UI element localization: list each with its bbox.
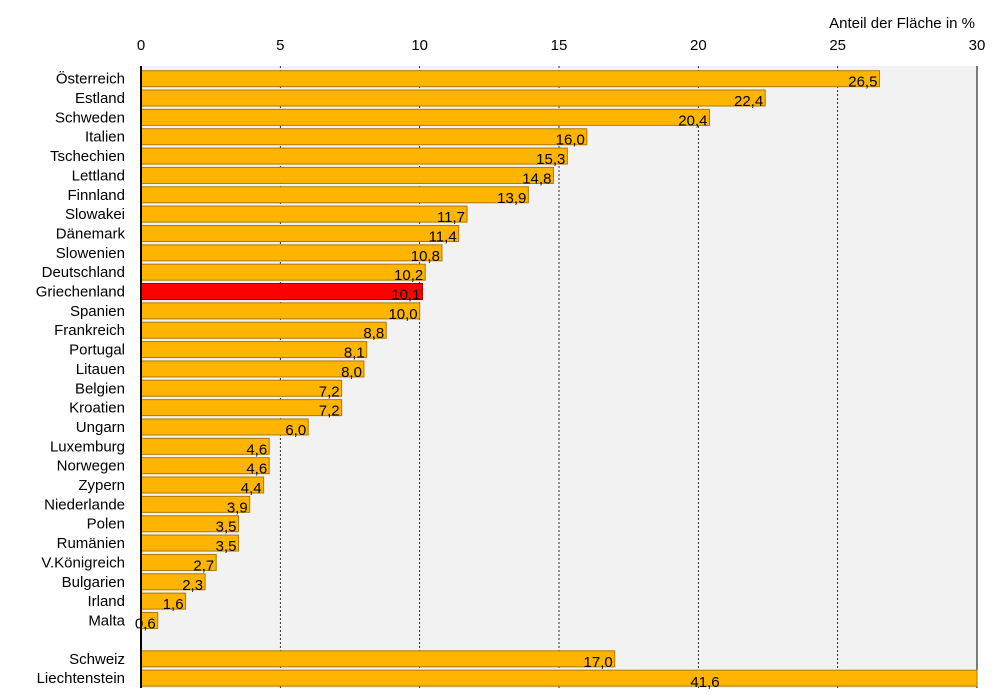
category-label: Finnland (67, 187, 125, 204)
category-label: Slowakei (65, 206, 125, 223)
value-labels: 26,5 22,4 20,4 16,0 15,3 14,8 13,9 11,7 11,4 10,8… (135, 74, 878, 691)
value-label: 7,2 (319, 403, 340, 420)
value-label: 22,4 (734, 93, 763, 110)
value-label: 10,1 (391, 287, 420, 304)
bar-italien (140, 128, 588, 146)
bar-litauen (140, 360, 365, 378)
value-label: 3,9 (227, 499, 248, 516)
value-label: 2,7 (193, 557, 214, 574)
value-label: 8,0 (341, 364, 362, 381)
x-tick-label: 20 (690, 37, 707, 54)
category-label: Norwegen (57, 458, 125, 475)
category-label: Malta (88, 612, 125, 629)
bar-spanien (140, 302, 421, 320)
value-label: 4,6 (246, 441, 267, 458)
value-label: 3,5 (216, 538, 237, 555)
value-label: 15,3 (536, 151, 565, 168)
category-label: Slowenien (56, 245, 125, 262)
category-label: Schweden (55, 109, 125, 126)
category-label: Ungarn (76, 419, 125, 436)
category-label: Irland (87, 593, 125, 610)
x-tick-label: 30 (969, 37, 986, 54)
bar-liechtenstein (140, 669, 978, 687)
bar-dänemark (140, 224, 460, 242)
value-label: 8,8 (363, 325, 384, 342)
value-label: 16,0 (556, 132, 585, 149)
category-label: Estland (75, 90, 125, 107)
bar-tschechien (140, 147, 568, 165)
bar-finnland (140, 186, 529, 204)
category-label: Zypern (78, 477, 125, 494)
value-label: 1,6 (163, 596, 184, 613)
bar-belgien (140, 379, 343, 397)
value-label: 2,3 (182, 577, 203, 594)
category-label: Österreich (56, 70, 125, 88)
category-label: Frankreich (54, 322, 125, 339)
category-label: Bulgarien (62, 574, 125, 591)
category-label: Luxemburg (50, 438, 125, 455)
bar-ungarn (140, 418, 309, 436)
category-label: Kroatien (69, 400, 125, 417)
value-label: 3,5 (216, 519, 237, 536)
value-label: 13,9 (497, 190, 526, 207)
category-label: Liechtenstein (37, 670, 125, 687)
bar-slowenien (140, 244, 443, 262)
value-label: 41,6 (690, 674, 719, 691)
category-label: Polen (87, 516, 125, 533)
value-label: 10,2 (394, 267, 423, 284)
x-tick-label: 0 (137, 37, 145, 54)
category-label: Dänemark (56, 225, 126, 242)
bar-lettland (140, 166, 554, 184)
bar-slowakei (140, 205, 468, 223)
category-label: Litauen (76, 361, 125, 378)
bar-griechenland (140, 283, 423, 301)
value-label: 10,8 (411, 248, 440, 265)
bar-portugal (140, 341, 368, 359)
x-axis-ticks: 0 5 10 15 20 25 30 (137, 37, 986, 54)
category-label: Schweiz (69, 651, 125, 668)
value-label: 11,4 (429, 228, 457, 245)
value-label: 4,4 (241, 480, 262, 497)
bar-kroatien (140, 399, 343, 417)
value-label: 26,5 (848, 74, 877, 91)
category-label: Rumänien (57, 535, 125, 552)
value-label: 10,0 (388, 306, 417, 323)
value-label: 8,1 (344, 345, 365, 362)
category-label: Niederlande (44, 496, 125, 513)
bar-österreich (140, 70, 880, 88)
category-label: V.Königreich (41, 554, 125, 571)
x-tick-label: 25 (829, 37, 846, 54)
category-label: Portugal (69, 342, 125, 359)
x-axis-title: Anteil der Fläche in % (829, 15, 975, 32)
category-label: Tschechien (50, 148, 125, 165)
value-label: 11,7 (437, 209, 465, 226)
bar-schweiz (140, 650, 616, 668)
value-label: 6,0 (285, 422, 306, 439)
category-label: Italien (85, 129, 125, 146)
value-label: 0,6 (135, 615, 156, 632)
bars (140, 70, 978, 687)
category-label: Belgien (75, 380, 125, 397)
bar-frankreich (140, 321, 387, 339)
category-label: Griechenland (36, 284, 125, 301)
bar-deutschland (140, 263, 426, 281)
category-label: Lettland (72, 167, 125, 184)
value-label: 7,2 (319, 383, 340, 400)
x-tick-label: 5 (276, 37, 284, 54)
category-labels: Österreich Estland Schweden Italien Tschechi… (36, 70, 126, 687)
value-label: 4,6 (246, 461, 267, 478)
value-label: 17,0 (584, 654, 613, 671)
value-label: 14,8 (522, 170, 551, 187)
category-label: Spanien (70, 303, 125, 320)
x-tick-label: 15 (551, 37, 568, 54)
category-label: Deutschland (42, 264, 125, 281)
value-label: 20,4 (678, 112, 707, 129)
x-tick-label: 10 (411, 37, 428, 54)
grid-lines (279, 66, 978, 688)
bar-estland (140, 89, 766, 107)
bar-schweden (140, 108, 710, 126)
